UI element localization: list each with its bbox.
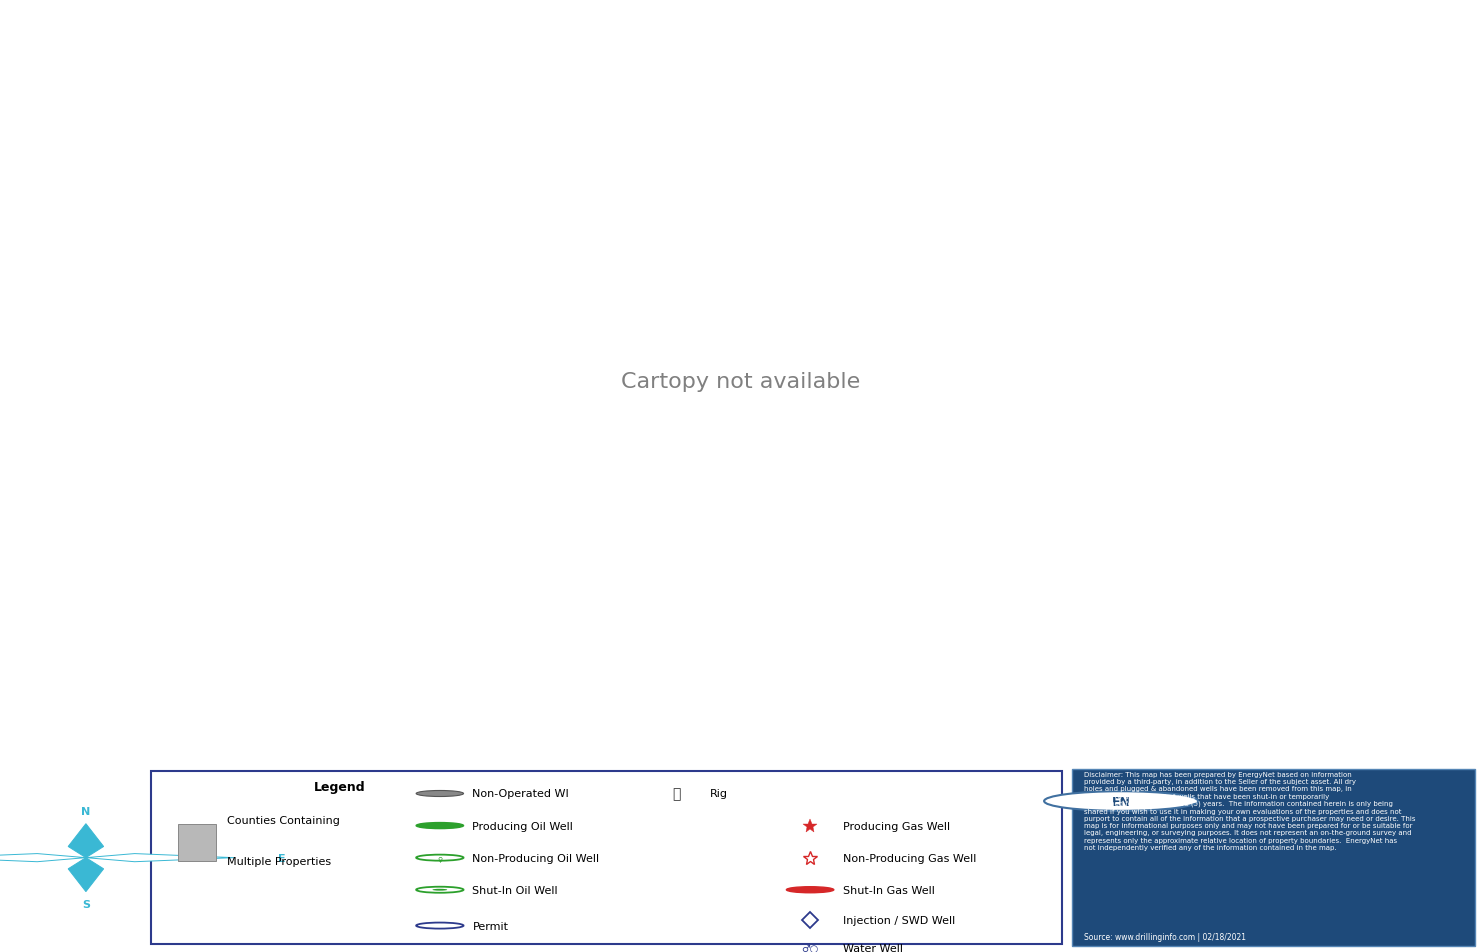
Circle shape <box>416 791 464 797</box>
Text: Rig: Rig <box>709 788 727 799</box>
Text: ♀: ♀ <box>437 855 443 861</box>
Polygon shape <box>68 858 104 892</box>
Text: Disclaimer: This map has been prepared by EnergyNet based on information
provide: Disclaimer: This map has been prepared b… <box>1084 771 1416 850</box>
Text: Water Well: Water Well <box>843 943 903 952</box>
Text: Non-Producing Gas Well: Non-Producing Gas Well <box>843 853 976 863</box>
Text: Non-Operated WI: Non-Operated WI <box>472 788 569 799</box>
Text: Counties Containing: Counties Containing <box>227 815 339 825</box>
Circle shape <box>416 823 464 829</box>
Polygon shape <box>68 823 104 858</box>
Text: Producing Gas Well: Producing Gas Well <box>843 821 949 831</box>
Text: Legend: Legend <box>314 781 366 793</box>
Circle shape <box>432 889 447 891</box>
Text: ⛏: ⛏ <box>672 786 681 801</box>
Text: E: E <box>278 853 286 863</box>
FancyBboxPatch shape <box>151 771 1062 944</box>
Text: Producing Oil Well: Producing Oil Well <box>472 821 573 831</box>
Text: Multiple Properties: Multiple Properties <box>227 857 330 866</box>
FancyBboxPatch shape <box>1072 769 1475 946</box>
Text: Permit: Permit <box>472 921 508 931</box>
Circle shape <box>1044 791 1198 811</box>
Text: N: N <box>81 806 90 816</box>
Text: Source: www.drillinginfo.com | 02/18/2021: Source: www.drillinginfo.com | 02/18/202… <box>1084 932 1246 941</box>
Circle shape <box>786 886 834 893</box>
Text: Non-Producing Oil Well: Non-Producing Oil Well <box>472 853 600 863</box>
Text: ♂○: ♂○ <box>801 943 819 952</box>
Text: Shut-In Oil Well: Shut-In Oil Well <box>472 884 558 895</box>
Bar <box>178 823 216 862</box>
Polygon shape <box>0 854 86 862</box>
Text: Shut-In Gas Well: Shut-In Gas Well <box>843 884 935 895</box>
Text: S: S <box>81 900 90 909</box>
Text: Cartopy not available: Cartopy not available <box>621 372 860 391</box>
Text: EN: EN <box>1112 795 1130 807</box>
Polygon shape <box>86 854 234 862</box>
Text: Injection / SWD Well: Injection / SWD Well <box>843 915 955 925</box>
